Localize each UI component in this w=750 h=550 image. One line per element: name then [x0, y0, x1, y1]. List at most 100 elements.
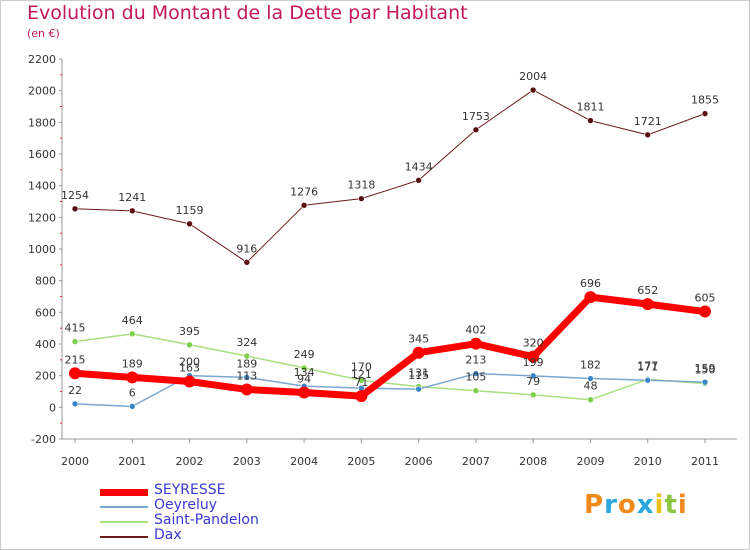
y-tick-label: 1200 — [28, 211, 56, 224]
data-label-saint-pandelon: 324 — [236, 336, 257, 349]
legend-label: Oeyreluy — [154, 497, 218, 513]
legend-label: Dax — [154, 527, 182, 543]
data-label-seyresse: 402 — [465, 324, 486, 337]
data-label-oeyreluy: 199 — [523, 356, 544, 369]
data-label-seyresse: 696 — [580, 277, 601, 290]
logo-letter: x — [636, 490, 655, 520]
data-point-oeyreluy — [71, 400, 79, 408]
data-label-dax: 1276 — [290, 185, 318, 198]
data-point-oeyreluy — [472, 370, 480, 377]
y-tick-label: 1600 — [28, 148, 56, 161]
x-tick-label: 2002 — [176, 455, 204, 468]
data-label-seyresse: 163 — [179, 362, 200, 375]
x-tick-label: 2001 — [118, 455, 146, 468]
data-point-seyresse — [527, 350, 540, 363]
data-point-dax — [128, 207, 136, 215]
y-tick-label: 600 — [35, 306, 56, 319]
x-tick-label: 2010 — [634, 455, 662, 468]
data-label-seyresse: 71 — [354, 376, 368, 389]
data-label-seyresse: 94 — [297, 372, 311, 385]
data-point-dax — [529, 86, 537, 94]
y-tick-label: 1000 — [28, 243, 56, 256]
data-label-dax: 2004 — [519, 70, 547, 83]
y-tick-label: 2200 — [28, 53, 56, 66]
data-point-seyresse — [240, 383, 253, 396]
data-point-dax — [243, 258, 251, 266]
legend-item-seyresse: SEYRESSE — [100, 482, 340, 498]
data-label-saint-pandelon: 79 — [526, 375, 540, 388]
logo-letter: r — [604, 490, 618, 520]
x-tick-label: 2005 — [347, 455, 375, 468]
data-label-oeyreluy: 213 — [465, 354, 486, 367]
data-point-seyresse — [69, 367, 81, 380]
y-tick-label: 1400 — [28, 180, 56, 193]
y-tick-label: 2000 — [28, 85, 56, 98]
data-point-dax — [644, 131, 652, 139]
data-label-oeyreluy: 189 — [236, 357, 257, 370]
legend-label: Saint-Pandelon — [154, 512, 259, 528]
logo-letter: o — [617, 490, 637, 520]
data-label-saint-pandelon: 48 — [583, 380, 597, 393]
data-point-dax — [71, 205, 79, 213]
data-label-oeyreluy: 115 — [408, 369, 429, 382]
data-point-seyresse — [355, 390, 368, 403]
data-point-seyresse — [699, 305, 711, 318]
legend-swatch — [100, 521, 148, 523]
chart-subtitle: (en €) — [27, 27, 60, 40]
data-point-dax — [587, 117, 594, 124]
x-tick-label: 2006 — [405, 455, 433, 468]
data-label-dax: 1721 — [634, 115, 662, 128]
x-tick-label: 2009 — [576, 455, 604, 468]
x-tick-label: 2004 — [290, 455, 318, 468]
y-tick-label: 400 — [35, 338, 56, 351]
data-point-oeyreluy — [701, 378, 709, 386]
logo-letter: t — [664, 490, 678, 520]
series-line-saint-pandelon — [74, 333, 706, 401]
data-point-saint-pandelon — [186, 341, 193, 349]
data-point-oeyreluy — [415, 385, 422, 393]
logo-letter: i — [677, 490, 688, 520]
data-point-dax — [358, 195, 365, 202]
data-label-dax: 916 — [236, 242, 257, 255]
series-line-dax — [74, 89, 706, 263]
y-tick-label: 800 — [35, 275, 56, 288]
data-point-saint-pandelon — [472, 387, 480, 395]
y-tick-label: -200 — [31, 433, 56, 446]
legend-item-dax: Dax — [100, 527, 340, 543]
data-point-seyresse — [126, 371, 139, 384]
data-label-oeyreluy: 171 — [637, 360, 658, 373]
x-tick-label: 2003 — [233, 455, 261, 468]
x-tick-label: 2011 — [691, 455, 719, 468]
data-label-saint-pandelon: 395 — [179, 325, 200, 338]
data-label-dax: 1254 — [61, 189, 89, 202]
data-point-seyresse — [183, 375, 196, 388]
data-label-saint-pandelon: 177 — [637, 359, 658, 372]
data-label-oeyreluy: 121 — [351, 368, 372, 381]
data-point-seyresse — [412, 346, 425, 359]
data-point-dax — [415, 176, 422, 184]
data-label-saint-pandelon: 249 — [294, 348, 315, 361]
data-label-oeyreluy: 182 — [580, 359, 601, 372]
data-point-dax — [701, 110, 709, 117]
legend-item-saint-pandelon: Saint-Pandelon — [100, 512, 340, 528]
x-tick-label: 2008 — [519, 455, 547, 468]
data-label-seyresse: 189 — [122, 357, 143, 370]
data-point-seyresse — [469, 337, 482, 350]
data-point-saint-pandelon — [358, 377, 365, 384]
data-label-dax: 1318 — [347, 179, 375, 192]
legend-swatch — [100, 536, 148, 538]
data-point-oeyreluy — [128, 403, 136, 410]
data-label-dax: 1434 — [405, 160, 433, 173]
x-tick-label: 2007 — [462, 455, 490, 468]
data-label-saint-pandelon: 150 — [695, 364, 716, 377]
data-point-saint-pandelon — [587, 396, 594, 404]
y-tick-label: 200 — [35, 370, 56, 383]
data-label-seyresse: 320 — [523, 337, 544, 350]
data-label-dax: 1855 — [691, 94, 719, 107]
data-point-dax — [472, 126, 480, 134]
data-label-seyresse: 605 — [695, 292, 716, 305]
data-point-dax — [186, 220, 193, 228]
data-point-seyresse — [298, 386, 311, 399]
